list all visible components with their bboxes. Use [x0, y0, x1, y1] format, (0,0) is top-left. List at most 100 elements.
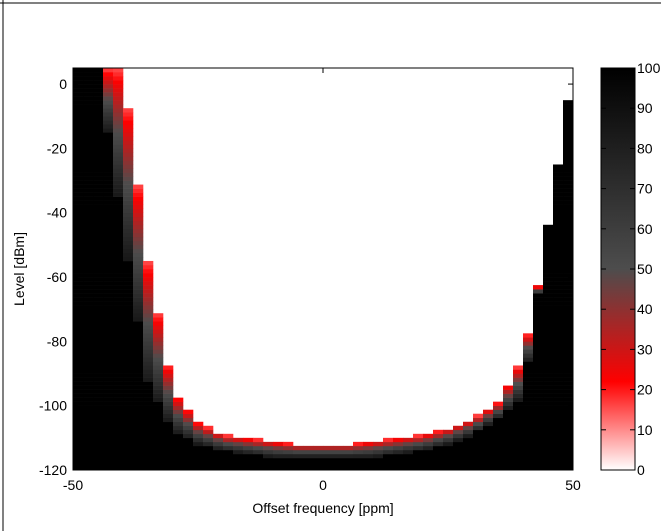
heatmap-cell	[143, 385, 154, 390]
heatmap-cell	[123, 461, 134, 467]
heatmap-cell	[113, 309, 124, 314]
heatmap-cell	[433, 461, 444, 467]
heatmap-cell	[563, 176, 574, 181]
heatmap-cell	[143, 405, 154, 410]
heatmap-cell	[113, 144, 124, 149]
heatmap-cell	[553, 321, 564, 326]
heatmap-cell	[163, 441, 174, 447]
heatmap-cell	[103, 208, 114, 214]
heatmap-cell	[73, 405, 84, 410]
heatmap-cell	[543, 437, 554, 443]
heatmap-cell	[103, 164, 114, 169]
heatmap-cell	[563, 164, 574, 169]
heatmap-cell	[133, 293, 144, 298]
heatmap-cell	[103, 180, 114, 185]
heatmap-cell	[553, 381, 564, 386]
heatmap-cell	[553, 309, 564, 314]
heatmap-cell	[73, 132, 84, 137]
heatmap-cell	[143, 453, 154, 459]
heatmap-cell	[523, 445, 534, 451]
heatmap-cell	[123, 232, 134, 238]
heatmap-cell	[103, 80, 114, 85]
heatmap-cell	[513, 365, 524, 370]
heatmap-cell	[513, 385, 524, 390]
heatmap-cell	[523, 389, 534, 394]
heatmap-cell	[543, 353, 554, 358]
heatmap-cell	[83, 212, 94, 218]
heatmap-cell	[103, 281, 114, 286]
heatmap-cell	[503, 397, 514, 402]
heatmap-cell	[563, 132, 574, 137]
heatmap-cell	[143, 365, 154, 370]
heatmap-cell	[113, 461, 124, 467]
heatmap-cell	[283, 445, 294, 451]
heatmap-cell	[563, 144, 574, 149]
heatmap-cell	[103, 369, 114, 374]
heatmap-cell	[133, 429, 144, 435]
heatmap-cell	[133, 437, 144, 443]
heatmap-cell	[123, 164, 134, 169]
heatmap-cell	[163, 365, 174, 370]
heatmap-cell	[133, 240, 144, 246]
heatmap-cell	[453, 445, 464, 451]
heatmap-cell	[143, 377, 154, 382]
heatmap-cell	[113, 220, 124, 226]
heatmap-cell	[153, 365, 164, 370]
heatmap-cell	[73, 144, 84, 149]
heatmap-cell	[213, 453, 224, 459]
heatmap-cell	[553, 341, 564, 346]
heatmap-cell	[123, 160, 134, 165]
heatmap-cell	[183, 461, 194, 467]
heatmap-cell	[163, 417, 174, 423]
heatmap-cell	[553, 425, 564, 431]
heatmap-cell	[93, 413, 104, 419]
heatmap-cell	[473, 413, 484, 419]
heatmap-cell	[83, 317, 94, 322]
heatmap-cell	[543, 377, 554, 382]
heatmap-cell	[243, 441, 254, 447]
heatmap-cell	[183, 465, 194, 471]
heatmap-cell	[143, 429, 154, 435]
heatmap-cell	[463, 449, 474, 455]
heatmap-cell	[523, 417, 534, 423]
heatmap-cell	[483, 421, 494, 427]
heatmap-cell	[93, 313, 104, 318]
heatmap-cell	[163, 453, 174, 459]
heatmap-cell	[83, 168, 94, 173]
heatmap-cell	[93, 373, 104, 378]
heatmap-cell	[503, 393, 514, 398]
heatmap-cell	[153, 437, 164, 443]
heatmap-cell	[303, 453, 314, 459]
heatmap-cell	[113, 256, 124, 262]
heatmap-cell	[533, 413, 544, 419]
heatmap-cell	[113, 248, 124, 254]
heatmap-cell	[553, 224, 564, 230]
heatmap-cell	[483, 449, 494, 455]
heatmap-cell	[133, 188, 144, 193]
heatmap-cell	[73, 248, 84, 254]
heatmap-cell	[493, 409, 504, 415]
heatmap-cell	[463, 421, 474, 427]
colorbar-tick-label: 90	[637, 100, 653, 116]
heatmap-cell	[273, 457, 284, 463]
heatmap-cell	[203, 437, 214, 443]
heatmap-cell	[143, 445, 154, 451]
heatmap-cell	[313, 449, 324, 455]
heatmap-cell	[253, 453, 264, 459]
heatmap-cell	[113, 429, 124, 435]
heatmap-cell	[563, 361, 574, 366]
heatmap-cell	[113, 341, 124, 346]
heatmap-cell	[513, 413, 524, 419]
heatmap-cell	[83, 208, 94, 214]
heatmap-cell	[123, 385, 134, 390]
heatmap-cell	[163, 381, 174, 386]
heatmap-cell	[93, 112, 104, 117]
heatmap-cell	[133, 357, 144, 362]
heatmap-cell	[103, 96, 114, 101]
heatmap-cell	[343, 465, 354, 471]
heatmap-cell	[563, 413, 574, 419]
heatmap-cell	[553, 172, 564, 177]
heatmap-cell	[433, 441, 444, 447]
heatmap-cell	[73, 180, 84, 185]
heatmap-cell	[563, 389, 574, 394]
